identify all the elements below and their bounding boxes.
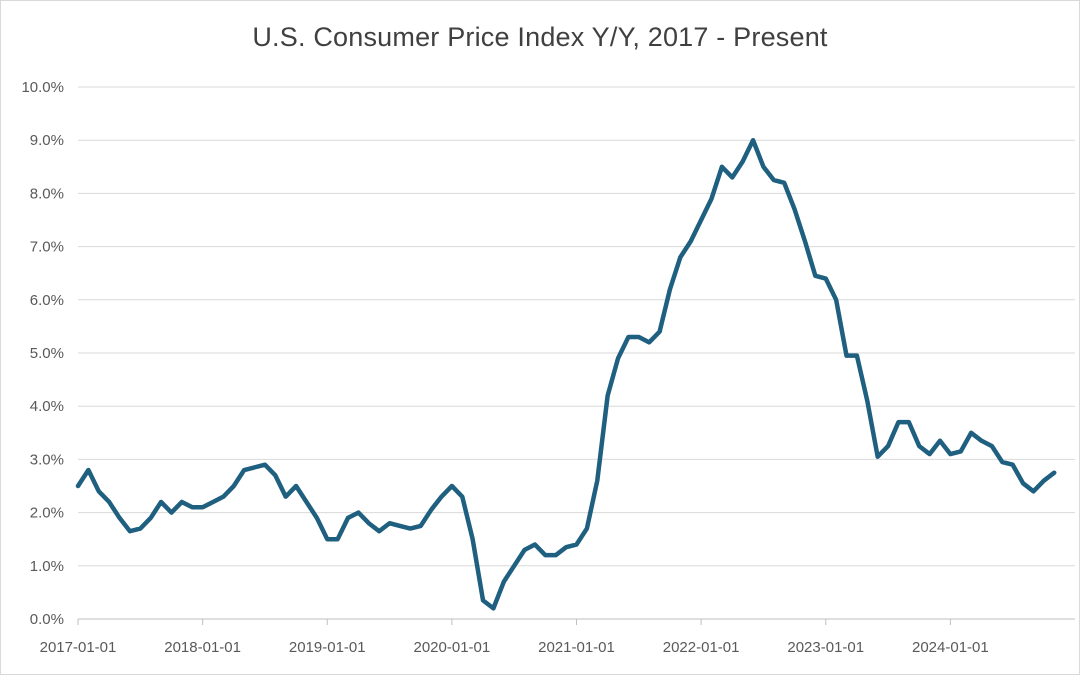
x-axis-tick-marks [77,619,951,625]
y-tick-label: 2.0% [30,505,64,522]
y-tick-label: 10.0% [21,79,64,96]
x-tick-label: 2017-01-01 [40,639,117,656]
x-tick-label: 2019-01-01 [289,639,366,656]
cpi-yoy-series-line [75,137,1057,611]
gridlines [78,86,1075,567]
chart-title: U.S. Consumer Price Index Y/Y, 2017 - Pr… [252,22,828,52]
x-tick-label: 2023-01-01 [787,639,864,656]
y-tick-label: 3.0% [30,451,64,468]
y-axis-tick-labels: 0.0% 1.0% 2.0% 3.0% 4.0% 5.0% 6.0% 7.0% 8.0% 9.0%… [21,79,64,628]
x-tick-label: 2021-01-01 [538,639,615,656]
y-tick-label: 9.0% [30,132,64,149]
y-tick-label: 7.0% [30,239,64,256]
y-tick-label: 0.0% [30,611,64,628]
y-tick-label: 5.0% [30,345,64,362]
y-tick-label: 4.0% [30,398,64,415]
x-tick-label: 2020-01-01 [414,639,491,656]
y-tick-label: 6.0% [30,292,64,309]
y-tick-label: 8.0% [30,185,64,202]
x-tick-label: 2018-01-01 [164,639,241,656]
x-tick-label: 2024-01-01 [912,639,989,656]
y-tick-label: 1.0% [30,558,64,575]
x-tick-label: 2022-01-01 [663,639,740,656]
x-axis-tick-labels: 2017-01-01 2018-01-01 2019-01-01 2020-01-01… [40,639,989,656]
